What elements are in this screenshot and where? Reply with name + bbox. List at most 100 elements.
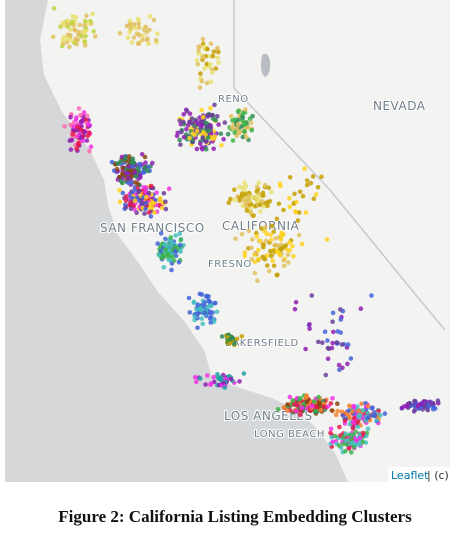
listing-point	[298, 412, 303, 418]
listing-point	[249, 245, 254, 251]
listing-point	[153, 38, 159, 43]
listing-point	[211, 146, 216, 152]
listing-point	[347, 403, 352, 409]
listing-point	[147, 27, 152, 33]
listing-point	[83, 18, 88, 24]
listing-point	[347, 415, 353, 421]
listing-point	[82, 22, 87, 28]
listing-point	[365, 415, 370, 421]
listing-point	[157, 198, 162, 203]
listing-point	[369, 293, 374, 298]
listing-point	[179, 129, 184, 135]
listing-point	[216, 49, 221, 55]
listing-point	[430, 406, 436, 412]
listing-point	[68, 33, 73, 38]
listing-point	[206, 294, 211, 299]
listing-point	[176, 260, 182, 265]
listing-point	[243, 192, 248, 197]
listing-point	[143, 185, 149, 190]
listing-point	[300, 193, 306, 199]
listing-point	[262, 182, 268, 188]
listing-point	[197, 44, 202, 49]
listing-point	[370, 412, 375, 418]
listing-point	[158, 231, 164, 236]
listing-point	[115, 161, 120, 166]
listing-point	[285, 408, 290, 413]
listing-point	[281, 244, 287, 250]
listing-point	[194, 146, 200, 152]
attribution-text: | (c)	[427, 469, 449, 482]
listing-point	[203, 382, 208, 387]
listing-point	[178, 249, 183, 254]
listing-point	[68, 115, 73, 120]
listing-point	[84, 13, 89, 18]
listing-point	[211, 49, 217, 54]
listing-point	[155, 241, 160, 246]
listing-point	[50, 34, 56, 40]
listing-point	[203, 147, 209, 152]
listing-point	[132, 188, 137, 193]
listing-point	[239, 231, 245, 237]
listing-point	[198, 305, 203, 311]
listing-point	[315, 185, 321, 190]
listing-point	[204, 80, 210, 86]
listing-point	[212, 300, 217, 306]
place-label: BAKERSFIELD	[225, 338, 299, 349]
listing-point	[215, 45, 220, 51]
listing-point	[219, 143, 224, 148]
listing-point	[171, 258, 177, 263]
listing-point	[287, 240, 292, 245]
listing-point	[338, 307, 343, 312]
listing-point	[195, 121, 201, 127]
listing-point	[199, 292, 205, 297]
listing-point	[215, 114, 220, 119]
listing-point	[218, 131, 224, 137]
listing-point	[260, 244, 266, 250]
listing-point	[355, 419, 361, 424]
listing-point	[216, 376, 222, 382]
listing-point	[93, 34, 98, 39]
listing-point	[204, 61, 209, 67]
listing-point	[184, 109, 190, 114]
listing-point	[208, 41, 214, 46]
listing-point	[382, 411, 388, 416]
listing-point	[139, 200, 145, 206]
listing-point	[242, 129, 247, 134]
listing-point	[200, 115, 206, 120]
listing-point	[178, 142, 183, 147]
listing-point	[199, 107, 204, 113]
listing-point	[268, 237, 274, 243]
listing-point	[255, 247, 261, 253]
listing-point	[194, 128, 200, 134]
listing-point	[339, 342, 345, 347]
listing-point	[198, 376, 203, 381]
listing-point	[295, 218, 301, 223]
listing-point	[222, 385, 227, 391]
ocean	[5, 0, 348, 482]
attribution-link[interactable]: Leaflet	[391, 469, 429, 482]
listing-point	[249, 127, 255, 133]
listing-point	[130, 164, 135, 169]
listing-point	[150, 205, 155, 210]
listing-point	[195, 311, 200, 317]
listing-point	[86, 122, 91, 127]
listing-point	[197, 115, 202, 120]
listing-point	[240, 134, 246, 140]
listing-point	[205, 373, 210, 378]
listing-point	[265, 263, 270, 268]
listing-point	[278, 236, 284, 242]
listing-point	[123, 198, 129, 203]
listing-point	[328, 401, 334, 406]
listing-point	[143, 206, 148, 212]
listing-point	[204, 121, 210, 126]
listing-point	[402, 404, 407, 409]
listing-point	[236, 108, 241, 114]
listing-point	[168, 235, 174, 240]
place-label: RENO	[218, 94, 249, 105]
listing-point	[140, 33, 146, 38]
listing-point	[316, 394, 322, 400]
listing-point	[264, 253, 270, 258]
listing-point	[206, 298, 211, 303]
listing-point	[128, 25, 133, 31]
listing-point	[278, 183, 283, 189]
